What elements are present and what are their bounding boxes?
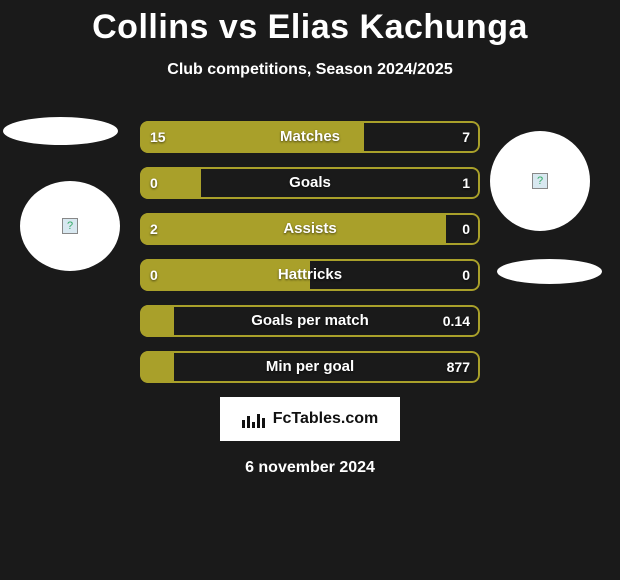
bar-value-right: 0	[462, 259, 470, 291]
bar-value-right: 0.14	[443, 305, 470, 337]
stat-row: Goals0 1	[140, 167, 480, 199]
page-subtitle: Club competitions, Season 2024/2025	[0, 61, 620, 79]
bar-value-right: 7	[462, 121, 470, 153]
image-placeholder-icon: ?	[532, 173, 548, 189]
stat-row: Matches15 7	[140, 121, 480, 153]
bar-value-right: 0	[462, 213, 470, 245]
stat-row: Min per goal877	[140, 351, 480, 383]
bar-value-right: 1	[462, 167, 470, 199]
brand-badge: FcTables.com	[220, 397, 400, 441]
image-placeholder-icon: ?	[62, 218, 78, 234]
stat-row: Hattricks0 0	[140, 259, 480, 291]
bar-label: Goals	[140, 167, 480, 199]
bar-label: Min per goal	[140, 351, 480, 383]
bar-label: Goals per match	[140, 305, 480, 337]
page-title: Collins vs Elias Kachunga	[0, 0, 620, 47]
bar-value-left: 0	[150, 167, 158, 199]
bar-value-right: 877	[447, 351, 470, 383]
stat-row: Goals per match0.14	[140, 305, 480, 337]
bar-value-left: 15	[150, 121, 166, 153]
bar-value-left: 2	[150, 213, 158, 245]
date-label: 6 november 2024	[0, 459, 620, 477]
decorative-ellipse-bottom-right	[497, 259, 602, 284]
bar-value-left: 0	[150, 259, 158, 291]
bar-label: Matches	[140, 121, 480, 153]
bar-label: Assists	[140, 213, 480, 245]
brand-bars-icon	[242, 410, 267, 428]
bar-label: Hattricks	[140, 259, 480, 291]
player-left-avatar: ?	[20, 181, 120, 271]
decorative-ellipse-top-left	[3, 117, 118, 145]
bars-container: Matches157Goals01Assists20Hattricks00Goa…	[140, 121, 480, 383]
stat-row: Assists2 0	[140, 213, 480, 245]
brand-text: FcTables.com	[273, 410, 379, 428]
comparison-chart: ? ? Matches157Goals01Assists20Hattricks0…	[0, 121, 620, 383]
player-right-avatar: ?	[490, 131, 590, 231]
